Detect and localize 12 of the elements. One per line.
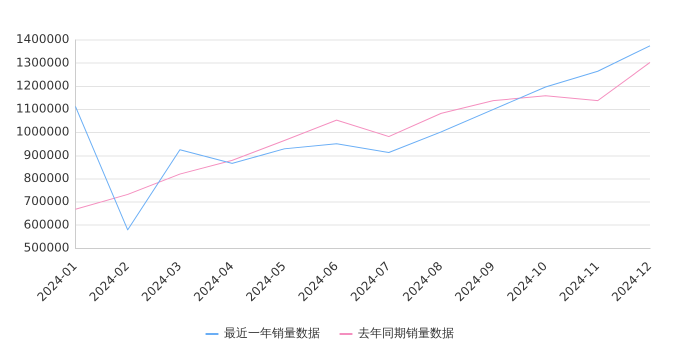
y-tick-label: 1100000: [16, 102, 70, 116]
legend-label: 去年同期销量数据: [358, 326, 454, 340]
y-tick-label: 1300000: [16, 55, 70, 70]
y-tick-label: 800000: [24, 171, 70, 186]
y-tick-label: 700000: [24, 194, 70, 208]
y-tick-label: 500000: [24, 240, 70, 254]
y-tick-label: 1000000: [16, 124, 70, 139]
y-tick-label: 1400000: [16, 32, 70, 46]
y-tick-label: 900000: [24, 148, 70, 162]
legend-label: 最近一年销量数据: [224, 326, 320, 340]
y-tick-label: 600000: [24, 217, 70, 232]
y-tick-label: 1200000: [16, 78, 70, 92]
